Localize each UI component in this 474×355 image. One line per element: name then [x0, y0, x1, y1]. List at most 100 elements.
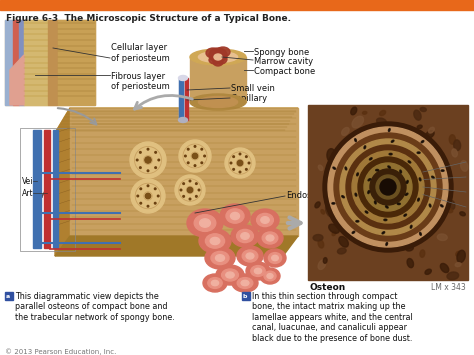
Ellipse shape — [421, 141, 424, 143]
Circle shape — [198, 189, 200, 191]
Circle shape — [192, 153, 198, 159]
Ellipse shape — [417, 152, 420, 153]
Text: Endosteum: Endosteum — [286, 191, 334, 200]
Circle shape — [230, 162, 232, 164]
Ellipse shape — [255, 268, 262, 274]
Ellipse shape — [194, 215, 216, 231]
Ellipse shape — [365, 211, 368, 213]
Ellipse shape — [426, 131, 434, 138]
Circle shape — [179, 140, 211, 172]
Polygon shape — [55, 108, 70, 256]
Bar — [20, 128, 75, 251]
Circle shape — [130, 142, 166, 178]
Ellipse shape — [374, 201, 376, 204]
Ellipse shape — [257, 228, 283, 248]
Ellipse shape — [211, 280, 219, 286]
Ellipse shape — [352, 231, 355, 234]
Circle shape — [328, 127, 448, 247]
Ellipse shape — [352, 116, 364, 128]
Ellipse shape — [419, 178, 421, 181]
Ellipse shape — [179, 118, 188, 122]
Ellipse shape — [337, 248, 346, 254]
Ellipse shape — [385, 206, 388, 208]
Ellipse shape — [397, 203, 401, 204]
Ellipse shape — [419, 233, 421, 235]
Circle shape — [323, 122, 453, 252]
Circle shape — [334, 133, 442, 241]
Text: Vein: Vein — [22, 176, 38, 186]
Ellipse shape — [382, 232, 385, 234]
Ellipse shape — [386, 242, 388, 245]
Ellipse shape — [272, 255, 278, 261]
Circle shape — [340, 139, 436, 235]
Circle shape — [158, 159, 160, 161]
Ellipse shape — [417, 125, 422, 129]
Circle shape — [137, 195, 138, 197]
Ellipse shape — [319, 165, 323, 170]
Ellipse shape — [230, 212, 239, 220]
Ellipse shape — [226, 272, 234, 278]
Circle shape — [246, 156, 247, 157]
Circle shape — [233, 156, 235, 157]
Ellipse shape — [222, 269, 238, 281]
Ellipse shape — [267, 274, 273, 278]
Bar — [190, 57, 246, 102]
Circle shape — [180, 189, 182, 191]
Ellipse shape — [405, 193, 408, 195]
Ellipse shape — [215, 54, 227, 64]
Ellipse shape — [454, 140, 461, 151]
Ellipse shape — [246, 253, 254, 259]
Text: Fibrous layer
of periosteum: Fibrous layer of periosteum — [111, 72, 170, 91]
Ellipse shape — [368, 179, 371, 181]
Ellipse shape — [440, 263, 449, 273]
Circle shape — [189, 198, 191, 200]
Circle shape — [346, 145, 430, 229]
Ellipse shape — [220, 204, 250, 228]
Circle shape — [189, 180, 191, 182]
Ellipse shape — [355, 139, 356, 142]
Circle shape — [140, 188, 142, 190]
Bar — [19, 20, 24, 105]
Bar — [24, 20, 48, 105]
Circle shape — [187, 162, 189, 164]
Ellipse shape — [241, 233, 249, 239]
Ellipse shape — [356, 173, 358, 176]
Text: Capillary: Capillary — [231, 94, 268, 103]
Ellipse shape — [213, 58, 223, 66]
Ellipse shape — [384, 219, 387, 221]
Ellipse shape — [332, 231, 336, 236]
Ellipse shape — [407, 258, 413, 268]
Ellipse shape — [179, 76, 188, 81]
Ellipse shape — [210, 237, 220, 245]
Circle shape — [147, 148, 149, 150]
Circle shape — [147, 206, 149, 207]
Ellipse shape — [455, 263, 461, 267]
Ellipse shape — [332, 203, 335, 204]
Circle shape — [233, 169, 235, 170]
Bar — [20, 128, 75, 251]
Ellipse shape — [407, 180, 408, 184]
Bar — [179, 78, 183, 120]
Ellipse shape — [420, 108, 426, 111]
Ellipse shape — [376, 169, 379, 171]
Ellipse shape — [208, 278, 222, 288]
Bar — [13, 20, 19, 105]
Ellipse shape — [318, 240, 324, 248]
Ellipse shape — [321, 210, 325, 214]
Ellipse shape — [425, 269, 431, 274]
Ellipse shape — [447, 272, 459, 280]
Ellipse shape — [206, 48, 220, 58]
Text: Spongy bone: Spongy bone — [254, 48, 309, 57]
Text: a: a — [6, 294, 9, 299]
Circle shape — [364, 163, 412, 211]
Circle shape — [358, 157, 418, 217]
Circle shape — [139, 152, 141, 153]
Ellipse shape — [449, 135, 456, 144]
Polygon shape — [70, 108, 298, 236]
Ellipse shape — [260, 268, 280, 284]
Ellipse shape — [246, 262, 270, 280]
Bar — [0, 0, 474, 10]
Ellipse shape — [380, 110, 386, 116]
Circle shape — [196, 183, 197, 185]
Ellipse shape — [345, 167, 347, 170]
